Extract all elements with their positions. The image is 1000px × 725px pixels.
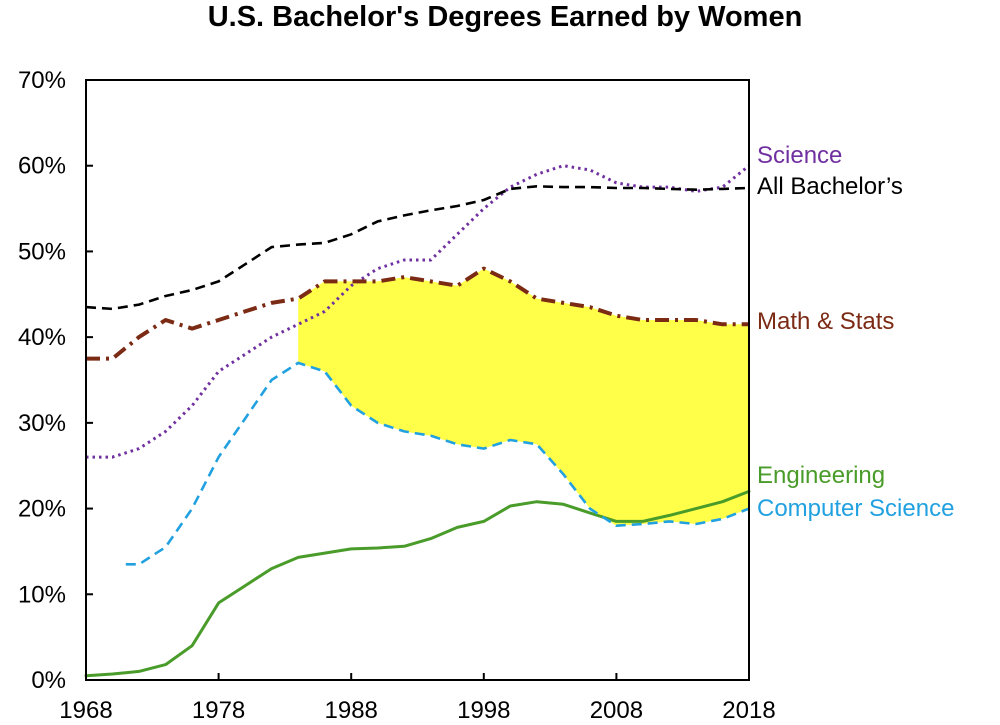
y-tick-label: 50% bbox=[18, 238, 66, 265]
highlight-region bbox=[298, 268, 749, 526]
chart-title: U.S. Bachelor's Degrees Earned by Women bbox=[208, 1, 803, 33]
y-tick-label: 60% bbox=[18, 153, 66, 180]
y-tick-label: 10% bbox=[18, 581, 66, 608]
x-tick-label: 1988 bbox=[325, 697, 378, 724]
series-label-engineering: Engineering bbox=[757, 462, 885, 489]
highlight-region-group bbox=[298, 268, 749, 526]
series-label-math-stats: Math & Stats bbox=[757, 308, 894, 335]
y-tick-label: 30% bbox=[18, 410, 66, 437]
series-label-science: Science bbox=[757, 142, 842, 169]
y-tick-label: 20% bbox=[18, 496, 66, 523]
series-line-computer-science bbox=[125, 361, 750, 566]
y-tick-label: 70% bbox=[18, 67, 66, 94]
x-tick-label: 1978 bbox=[192, 697, 245, 724]
series-line-math-stats bbox=[86, 266, 749, 361]
plot-frame bbox=[85, 79, 750, 681]
x-axis-ticks: 1968 1978 1988 1998 2008 2018 bbox=[59, 673, 776, 724]
series-label-computer-science: Computer Science bbox=[757, 495, 954, 522]
series-line-engineering bbox=[84, 489, 751, 678]
series-line-all-bachelor-s bbox=[85, 185, 750, 311]
x-tick-label: 2018 bbox=[722, 697, 775, 724]
series-label-all-bachelor-s: All Bachelor’s bbox=[757, 173, 903, 200]
y-tick-label: 0% bbox=[31, 667, 66, 694]
x-tick-label: 1998 bbox=[457, 697, 510, 724]
x-tick-label: 2008 bbox=[590, 697, 643, 724]
series-line-science bbox=[86, 164, 750, 459]
y-tick-label: 40% bbox=[18, 324, 66, 351]
series-labels-group: Science All Bachelor’s Math & Stats Enginee… bbox=[757, 142, 954, 522]
x-tick-label: 1968 bbox=[59, 697, 112, 724]
y-axis-ticks: 0% 10% 20% 30% 40% 50% 60% 70% bbox=[18, 67, 93, 694]
series-lines-group bbox=[84, 164, 751, 678]
